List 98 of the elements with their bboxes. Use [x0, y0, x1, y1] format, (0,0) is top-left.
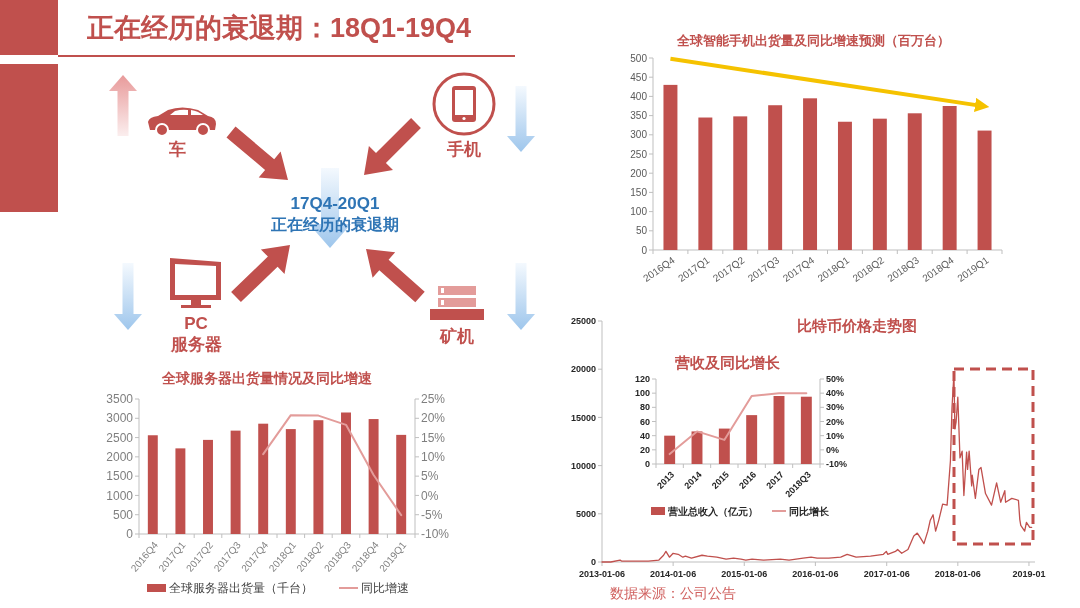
y2-tick-label: 0%	[421, 488, 439, 503]
text: 正在经历的衰退期	[270, 215, 399, 233]
bar	[837, 121, 852, 250]
bar	[746, 415, 758, 464]
y-tick-label: 400	[630, 90, 648, 102]
bar	[258, 423, 269, 534]
text: 17Q4-20Q1	[290, 194, 380, 213]
y-tick-label: 120	[634, 374, 650, 385]
y-tick-label: 15000	[570, 412, 596, 423]
x-tick-label: 2015-01-06	[721, 569, 768, 579]
y2-tick-label: 40%	[826, 388, 845, 399]
bar	[977, 130, 992, 250]
y-tick-label: 500	[630, 52, 648, 64]
y-tick-label: 1500	[106, 469, 134, 484]
bar	[718, 428, 730, 464]
bar	[698, 117, 713, 250]
y-tick-label: 20000	[570, 364, 596, 375]
text: PC	[184, 314, 208, 333]
y2-tick-label: 20%	[421, 411, 446, 426]
y-tick-label: 100	[634, 388, 650, 399]
y-tick-label: 0	[590, 557, 596, 568]
bar	[230, 430, 241, 534]
y-tick-label: 25000	[570, 316, 596, 327]
text: 车	[167, 140, 186, 159]
y-tick-label: 10000	[570, 460, 596, 471]
bar	[800, 396, 812, 464]
y-tick-label: 40	[639, 430, 650, 441]
bar	[907, 113, 922, 250]
y2-tick-label: -10%	[421, 527, 450, 542]
y2-tick-label: -5%	[421, 507, 443, 522]
y2-tick-label: 50%	[826, 374, 845, 385]
y2-tick-label: 15%	[421, 430, 446, 445]
text: 矿机	[439, 327, 474, 346]
y2-tick-label: 0%	[826, 444, 840, 455]
y-tick-label: 3500	[106, 392, 134, 407]
bar	[872, 118, 887, 250]
y-tick-label: 3000	[106, 411, 134, 426]
x-tick-label: 2014-01-06	[650, 569, 697, 579]
text: 正在经历的衰退期：18Q1-19Q4	[86, 13, 472, 43]
bar	[368, 419, 379, 534]
y2-tick-label: 10%	[421, 450, 446, 465]
y-tick-label: 250	[630, 148, 648, 160]
bar	[942, 106, 957, 250]
y-tick-label: 100	[630, 206, 648, 218]
y-tick-label: 5000	[575, 508, 596, 519]
y-tick-label: 2500	[106, 430, 134, 445]
bar	[203, 439, 213, 534]
x-tick-label: 2013-01-06	[578, 569, 626, 579]
y-tick-label: 50	[635, 225, 648, 237]
source-note: 数据来源：公司公告	[610, 585, 736, 601]
y-tick-label: 80	[639, 402, 650, 413]
y-tick-label: 0	[644, 459, 650, 470]
legend-label: 同比增长	[789, 505, 830, 517]
bar	[664, 435, 676, 464]
legend-label: 同比增速	[361, 581, 409, 596]
y-tick-label: 1000	[106, 488, 134, 503]
chart-title: 营收及同比增长	[673, 354, 781, 371]
y-tick-label: 350	[630, 110, 648, 122]
chart-title: 全球智能手机出货量及同比增速预测（百万台）	[675, 33, 950, 48]
line-series	[262, 414, 403, 517]
bar	[663, 84, 678, 250]
y-tick-label: 300	[630, 129, 648, 141]
y-tick-label: 450	[630, 71, 648, 83]
y-tick-label: 150	[630, 186, 648, 198]
y2-tick-label: 20%	[826, 416, 845, 427]
text: 手机	[446, 140, 481, 159]
y2-tick-label: 25%	[421, 392, 446, 407]
y-tick-label: 0	[126, 527, 134, 542]
y-tick-label: 2000	[106, 450, 134, 465]
x-tick-label: 2016-01-06	[792, 569, 839, 579]
chart-title: 比特币价格走势图	[797, 317, 917, 334]
bar	[175, 448, 186, 534]
y2-tick-label: -10%	[826, 459, 848, 470]
bar	[773, 396, 785, 464]
bar	[768, 105, 783, 250]
y2-tick-label: 30%	[826, 402, 845, 413]
x-tick-label: 2017-01-06	[863, 569, 910, 579]
y-tick-label: 200	[630, 167, 648, 179]
bar	[803, 98, 818, 250]
chart-title: 全球服务器出货量情况及同比增速	[161, 371, 373, 386]
y2-tick-label: 5%	[421, 469, 439, 484]
legend-label: 全球服务器出货量（千台）	[169, 581, 313, 596]
legend-label: 营业总收入（亿元）	[667, 505, 758, 517]
x-tick-label: 2019-01	[1012, 569, 1046, 579]
bar	[313, 420, 324, 534]
y2-tick-label: 10%	[826, 430, 845, 441]
line-series	[668, 392, 808, 456]
bar	[733, 116, 748, 250]
y-tick-label: 60	[639, 416, 650, 427]
x-tick-label: 2018-01-06	[934, 569, 981, 579]
bar	[285, 429, 296, 534]
bar	[341, 412, 351, 534]
y-tick-label: 20	[639, 444, 650, 455]
bar	[147, 435, 158, 534]
y-tick-label: 500	[112, 507, 134, 522]
y-tick-label: 0	[641, 244, 648, 256]
text: 服务器	[169, 335, 222, 354]
bar	[396, 434, 407, 534]
